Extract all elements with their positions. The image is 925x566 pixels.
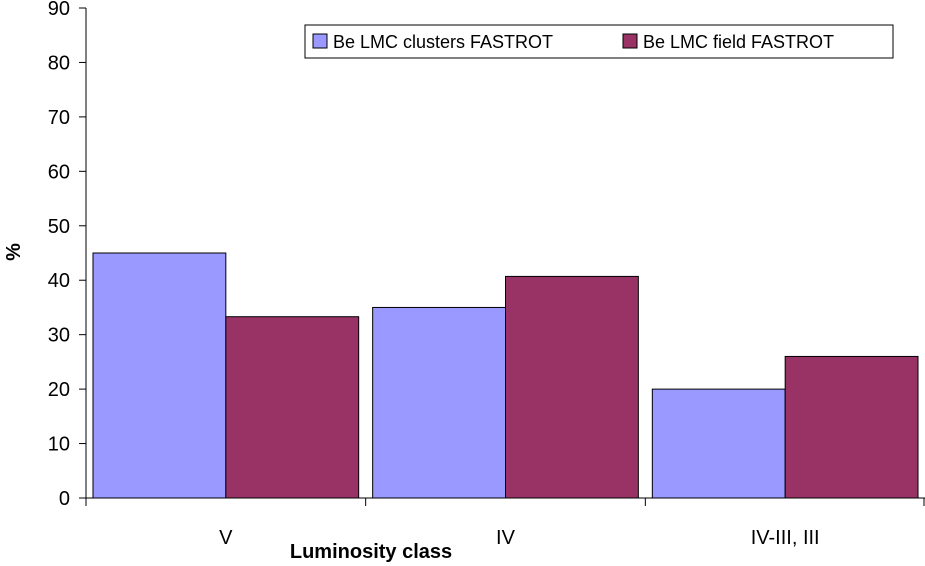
y-tick-label: 40 — [48, 270, 70, 292]
legend-swatch-clusters — [312, 33, 328, 49]
x-tick-label: V — [219, 527, 233, 549]
bar — [651, 388, 786, 499]
legend-label-field: Be LMC field FASTROT — [643, 32, 834, 52]
y-tick-label: 60 — [48, 161, 70, 183]
y-tick-label: 90 — [48, 0, 70, 20]
bar — [225, 316, 360, 499]
y-tick-label: 10 — [48, 434, 70, 456]
x-tick-label: IV — [496, 527, 516, 549]
y-tick-label: 50 — [48, 216, 70, 238]
bar — [505, 275, 639, 499]
bars — [92, 252, 919, 499]
y-axis: 0 10 20 30 40 50 60 70 80 90 — [48, 0, 87, 510]
y-axis-title: % — [3, 243, 25, 261]
bar — [784, 355, 919, 499]
legend-swatch-field — [622, 33, 638, 49]
bar — [372, 306, 506, 499]
bar — [92, 252, 227, 499]
y-tick-label: 20 — [48, 379, 70, 401]
legend-label-clusters: Be LMC clusters FASTROT — [333, 32, 553, 52]
y-tick-label: 70 — [48, 107, 70, 129]
legend: Be LMC clusters FASTROT Be LMC field FAS… — [304, 24, 894, 59]
x-axis: V IV IV-III, III — [85, 497, 925, 549]
y-tick-label: 30 — [48, 325, 70, 347]
y-tick-label: 80 — [48, 52, 70, 74]
x-axis-title: Luminosity class — [290, 541, 452, 563]
x-tick-label: IV-III, III — [751, 527, 820, 549]
y-tick-label: 0 — [59, 488, 70, 510]
legend-box — [304, 24, 894, 59]
